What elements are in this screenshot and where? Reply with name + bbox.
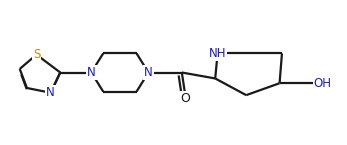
Text: NH: NH	[209, 47, 226, 60]
Text: N: N	[144, 66, 153, 79]
Text: S: S	[33, 48, 40, 61]
Text: N: N	[87, 66, 96, 79]
Text: O: O	[180, 92, 191, 105]
Text: OH: OH	[313, 77, 331, 90]
Text: N: N	[46, 86, 55, 99]
